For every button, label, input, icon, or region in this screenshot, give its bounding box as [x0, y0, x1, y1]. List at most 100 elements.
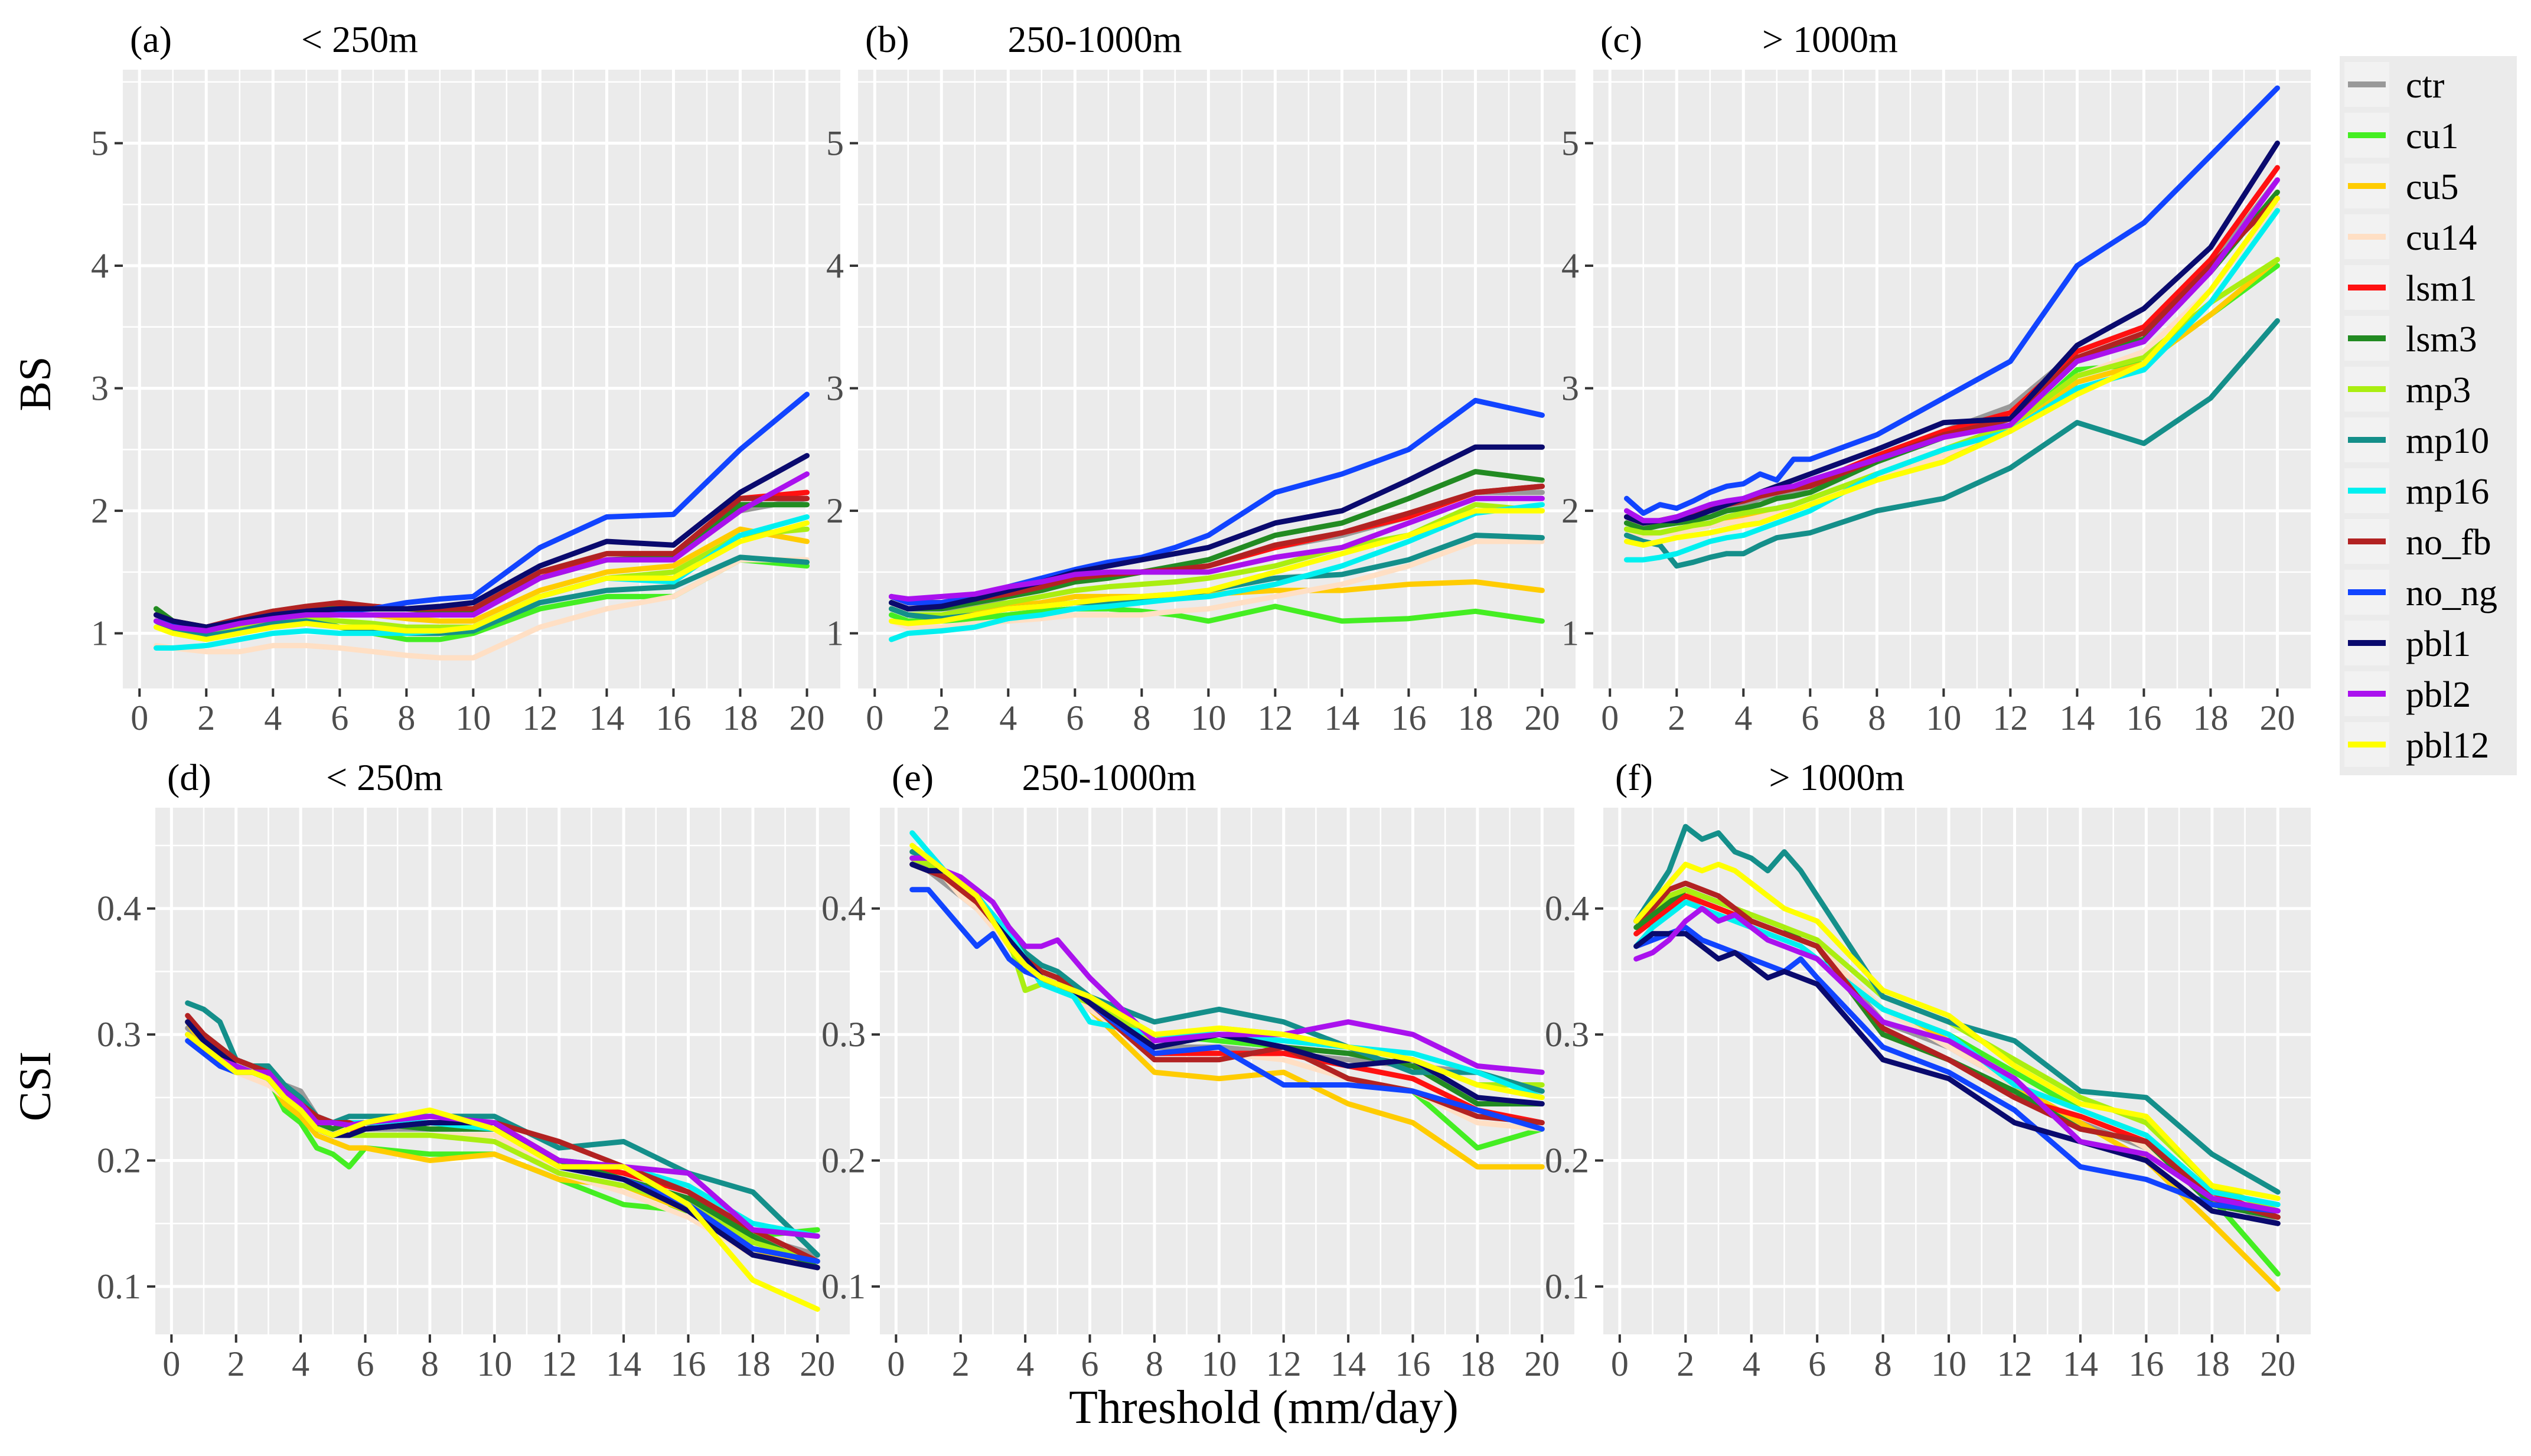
- row-label-csi: CSI: [11, 1052, 60, 1121]
- series-line-mp3: [889, 502, 1545, 618]
- x-tick-label: 8: [421, 1344, 439, 1383]
- x-tick-label: 2: [1668, 698, 1685, 737]
- series-line-pbl12: [909, 843, 1545, 1101]
- panel-tag: (d): [167, 756, 211, 798]
- x-tick-label: 4: [264, 698, 282, 737]
- x-tick-label: 18: [1457, 698, 1493, 737]
- series-line-pbl2: [1633, 906, 2281, 1214]
- panel-f-background: [1603, 808, 2311, 1334]
- x-tick-label: 6: [1066, 698, 1084, 737]
- series-line-pbl2: [909, 855, 1545, 1075]
- series-line-pbl1: [154, 453, 810, 630]
- x-tick-label: 20: [1524, 698, 1560, 737]
- x-tick-label: 12: [542, 1344, 577, 1383]
- y-tick-label: 0.2: [97, 1141, 141, 1180]
- legend-label-lsm3: lsm3: [2406, 319, 2477, 360]
- y-tick-label: 3: [1561, 369, 1579, 408]
- x-tick-label: 0: [1611, 1344, 1629, 1383]
- series-line-mp16: [1624, 208, 2280, 563]
- series-line-mp3: [1633, 887, 2281, 1214]
- series-line-pbl1: [889, 444, 1545, 612]
- y-tick-label: 2: [91, 491, 109, 530]
- y-tick-label: 0.1: [1545, 1267, 1589, 1306]
- legend-label-pbl12: pbl12: [2406, 726, 2489, 766]
- x-tick-label: 12: [1257, 698, 1293, 737]
- series-line-mp3: [1624, 257, 2280, 536]
- x-tick-label: 14: [2059, 698, 2095, 737]
- x-tick-label: 20: [2260, 1344, 2295, 1383]
- y-tick-label: 0.2: [821, 1141, 866, 1180]
- y-tick-label: 2: [826, 491, 844, 530]
- x-tick-label: 10: [1191, 698, 1226, 737]
- panel-title: < 250m: [301, 18, 418, 60]
- x-tick-label: 16: [2128, 1344, 2164, 1383]
- panel-tag: (c): [1600, 18, 1642, 60]
- series-line-pbl12: [154, 520, 810, 642]
- x-tick-label: 20: [800, 1344, 835, 1383]
- legend-label-no_ng: no_ng: [2406, 573, 2497, 613]
- x-tick-label: 4: [292, 1344, 309, 1383]
- legend-label-cu5: cu5: [2406, 167, 2459, 207]
- panel-d: 0 2 4 6 8 10 12 14 16 18 20 0.1 0.2 0.3 0.4 (d) < 250m: [97, 756, 850, 1383]
- x-tick-label: 6: [1801, 698, 1819, 737]
- x-tick-label: 10: [1201, 1344, 1237, 1383]
- series-line-pbl12: [1633, 861, 2281, 1201]
- x-tick-label: 2: [197, 698, 215, 737]
- x-tick-label: 18: [735, 1344, 771, 1383]
- series-line-no_ng: [1624, 85, 2280, 516]
- x-tick-label: 16: [671, 1344, 706, 1383]
- series-line-cu14: [889, 538, 1545, 630]
- x-tick-label: 8: [1146, 1344, 1163, 1383]
- x-tick-label: 2: [932, 698, 950, 737]
- panel-tag: (e): [892, 756, 934, 798]
- x-tick-label: 6: [357, 1344, 374, 1383]
- x-tick-label: 14: [1330, 1344, 1366, 1383]
- y-tick-label: 0.4: [1545, 889, 1589, 928]
- x-tick-label: 12: [1992, 698, 2028, 737]
- panel-title: 250-1000m: [1007, 18, 1182, 60]
- x-tick-label: 4: [1016, 1344, 1034, 1383]
- x-tick-label: 0: [866, 698, 883, 737]
- x-tick-label: 4: [1743, 1344, 1760, 1383]
- x-tick-label: 8: [397, 698, 415, 737]
- y-tick-label: 0.1: [97, 1267, 141, 1306]
- series-line-mp16: [889, 502, 1545, 642]
- series-line-pbl12: [889, 508, 1545, 626]
- x-tick-label: 2: [1677, 1344, 1694, 1383]
- x-tick-label: 6: [1808, 1344, 1826, 1383]
- x-tick-label: 18: [2194, 1344, 2230, 1383]
- legend-label-lsm1: lsm1: [2406, 269, 2477, 309]
- x-tick-label: 0: [1601, 698, 1619, 737]
- panel-title: > 1000m: [1769, 756, 1904, 798]
- y-tick-label: 0.3: [97, 1015, 141, 1054]
- series-line-pbl2: [1624, 177, 2280, 524]
- series-line-mp16: [1633, 899, 2281, 1207]
- y-tick-label: 1: [91, 614, 109, 653]
- series-line-no_ng: [889, 397, 1545, 606]
- x-tick-label: 2: [952, 1344, 970, 1383]
- series-line-mp3: [154, 526, 810, 636]
- x-tick-label: 16: [655, 698, 691, 737]
- legend-label-no_fb: no_fb: [2406, 523, 2491, 563]
- x-tick-label: 18: [2193, 698, 2228, 737]
- panel-tag: (f): [1615, 756, 1653, 798]
- y-tick-label: 0.4: [97, 889, 141, 928]
- panel-tag: (a): [130, 18, 172, 60]
- x-tick-label: 20: [2259, 698, 2295, 737]
- y-tick-label: 4: [826, 246, 844, 285]
- x-tick-label: 16: [1395, 1344, 1431, 1383]
- panel-b-background: [858, 70, 1576, 688]
- y-tick-label: 0.1: [821, 1267, 866, 1306]
- x-tick-label: 16: [1391, 698, 1426, 737]
- y-tick-label: 4: [1561, 246, 1579, 285]
- series-line-mp10: [1624, 318, 2280, 569]
- legend-label-mp16: mp16: [2406, 472, 2489, 512]
- panel-a-background: [123, 70, 840, 688]
- series-line-pbl2: [889, 495, 1545, 602]
- y-tick-label: 0.3: [821, 1015, 866, 1054]
- y-tick-label: 0.3: [1545, 1015, 1589, 1054]
